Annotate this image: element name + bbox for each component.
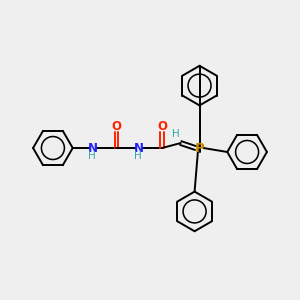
Text: P: P <box>195 142 204 154</box>
Text: N: N <box>88 142 98 154</box>
Text: H: H <box>88 151 95 161</box>
Text: O: O <box>157 120 167 133</box>
Text: O: O <box>111 120 121 133</box>
Text: N: N <box>134 142 144 154</box>
Text: H: H <box>134 151 142 161</box>
Text: H: H <box>172 129 180 139</box>
